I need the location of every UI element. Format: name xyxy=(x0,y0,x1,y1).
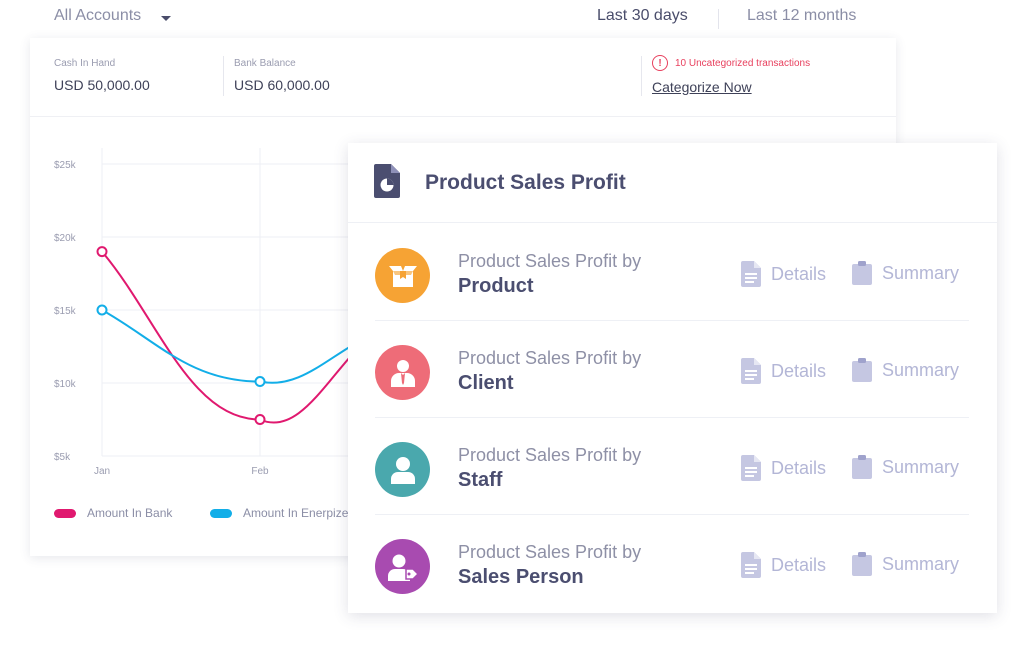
details-button[interactable]: Details xyxy=(741,552,826,578)
uncategorized-warning: ! 10 Uncategorized transactions xyxy=(652,55,810,71)
report-document-icon xyxy=(374,164,400,203)
details-label: Details xyxy=(771,457,827,478)
data-point-amount-in-bank xyxy=(254,414,266,425)
y-tick-label: $20k xyxy=(54,233,77,244)
legend-item: Amount In Enerpize xyxy=(210,506,348,520)
row-title: Sales Person xyxy=(458,566,584,588)
summary-button[interactable]: Summary xyxy=(852,358,959,382)
summary-button[interactable]: Summary xyxy=(852,552,959,576)
clipboard-icon xyxy=(852,358,872,382)
summary-label: Summary xyxy=(882,456,960,477)
data-point-amount-in-enerpize xyxy=(96,304,108,316)
report-row-sales-person[interactable]: Product Sales Profit by Sales Person Det… xyxy=(375,515,969,612)
summary-button[interactable]: Summary xyxy=(852,261,959,285)
card-header: Product Sales Profit xyxy=(348,143,997,223)
clipboard-icon xyxy=(852,552,872,576)
document-icon xyxy=(741,455,761,481)
bank-balance-label: Bank Balance xyxy=(234,58,296,69)
range-last-12-months[interactable]: Last 12 months xyxy=(747,7,857,24)
stat-divider xyxy=(641,56,642,96)
row-subtitle: Product Sales Profit by xyxy=(458,542,642,562)
clipboard-icon xyxy=(852,261,872,285)
details-button[interactable]: Details xyxy=(741,358,826,384)
range-last-30-days[interactable]: Last 30 days xyxy=(597,7,688,24)
y-tick-label: $5k xyxy=(54,452,71,463)
y-tick-label: $10k xyxy=(54,379,77,390)
report-row-staff[interactable]: Product Sales Profit by Staff Details Su… xyxy=(375,418,969,515)
stat-divider xyxy=(223,56,224,96)
accounts-dropdown-label: All Accounts xyxy=(54,7,142,24)
summary-button[interactable]: Summary xyxy=(852,455,959,479)
legend-label: Amount In Enerpize xyxy=(243,506,349,520)
filter-bar: All Accounts Last 30 days Last 12 months xyxy=(30,0,896,38)
document-icon xyxy=(741,358,761,384)
legend-label: Amount In Bank xyxy=(87,506,173,520)
summary-label: Summary xyxy=(882,553,960,574)
caret-down-icon xyxy=(161,15,172,21)
data-point-amount-in-bank xyxy=(96,246,108,258)
accounts-dropdown[interactable]: All Accounts xyxy=(54,7,172,25)
details-label: Details xyxy=(771,554,827,575)
row-subtitle: Product Sales Profit by xyxy=(458,445,642,465)
x-tick-label: Jan xyxy=(94,466,110,477)
categorize-now-link[interactable]: Categorize Now xyxy=(652,79,752,95)
report-row-product[interactable]: Product Sales Profit by Product Details … xyxy=(375,224,969,321)
data-point-amount-in-enerpize xyxy=(254,376,266,388)
clipboard-icon xyxy=(852,455,872,479)
product-sales-profit-card: Product Sales Profit Product Sales Profi… xyxy=(348,143,997,613)
summary-label: Summary xyxy=(882,359,960,380)
details-button[interactable]: Details xyxy=(741,261,826,287)
range-divider xyxy=(718,9,719,29)
cash-in-hand-label: Cash In Hand xyxy=(54,58,116,69)
row-title: Client xyxy=(458,372,514,394)
staff-icon xyxy=(375,442,430,497)
details-label: Details xyxy=(771,263,827,284)
uncategorized-warning-text: 10 Uncategorized transactions xyxy=(675,57,811,69)
document-icon xyxy=(741,552,761,578)
sales-person-icon xyxy=(375,539,430,594)
y-tick-label: $25k xyxy=(54,160,77,171)
row-title: Product xyxy=(458,275,534,297)
legend-item: Amount In Bank xyxy=(54,506,172,520)
bank-balance: Bank Balance USD 60,000.00 xyxy=(234,58,330,93)
row-subtitle: Product Sales Profit by xyxy=(458,251,642,271)
alert-icon: ! xyxy=(652,55,668,71)
cash-in-hand: Cash In Hand USD 50,000.00 xyxy=(54,58,150,93)
x-tick-label: Feb xyxy=(251,466,269,477)
details-button[interactable]: Details xyxy=(741,455,826,481)
summary-label: Summary xyxy=(882,262,960,283)
y-tick-label: $15k xyxy=(54,306,77,317)
section-divider xyxy=(30,116,896,117)
legend-swatch-enerpize xyxy=(210,508,232,518)
document-icon xyxy=(741,261,761,287)
details-label: Details xyxy=(771,360,827,381)
report-row-client[interactable]: Product Sales Profit by Client Details S… xyxy=(375,321,969,418)
bank-balance-value: USD 60,000.00 xyxy=(234,77,330,93)
cash-in-hand-value: USD 50,000.00 xyxy=(54,77,150,93)
row-subtitle: Product Sales Profit by xyxy=(458,348,642,368)
client-icon xyxy=(375,345,430,400)
row-title: Staff xyxy=(458,469,503,491)
card-title: Product Sales Profit xyxy=(425,171,626,194)
box-icon xyxy=(375,248,430,303)
legend-swatch-bank xyxy=(54,508,76,518)
